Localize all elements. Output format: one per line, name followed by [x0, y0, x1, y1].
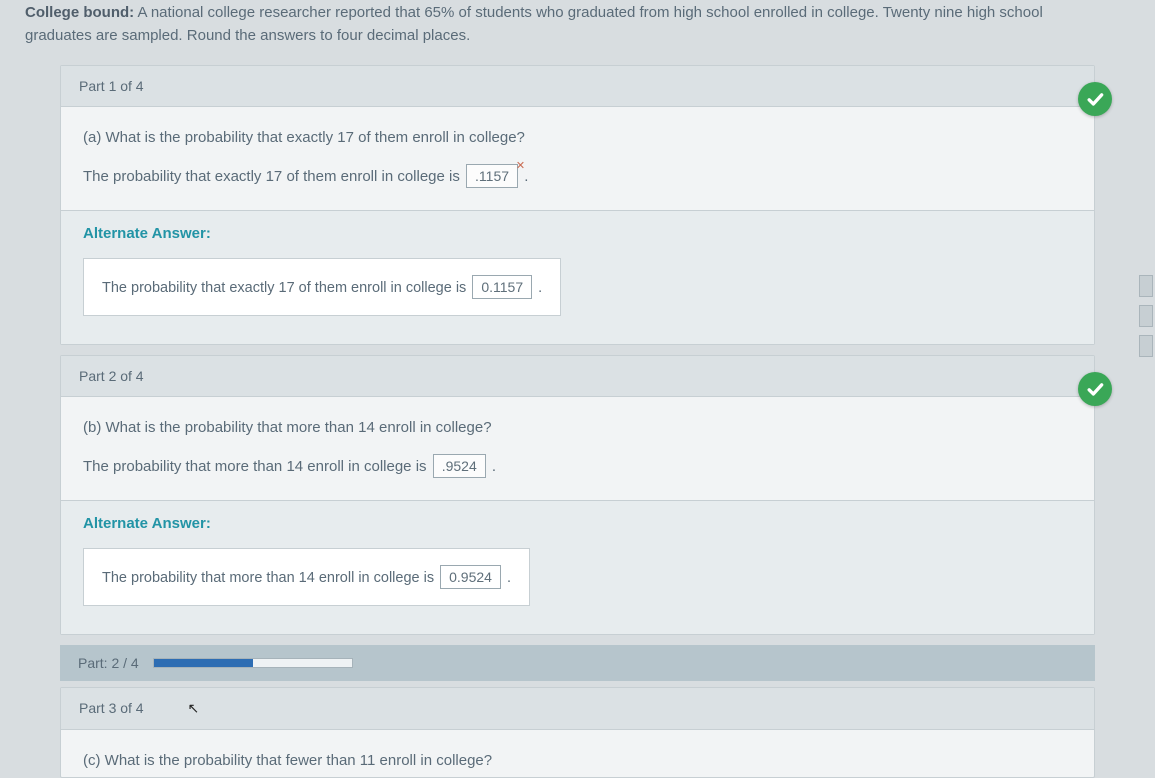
- part-1-question: (a) What is the probability that exactly…: [83, 129, 1072, 146]
- progress-track: [153, 658, 353, 668]
- part-1-alt-after: .: [538, 280, 542, 296]
- part-2-alt-answer: The probability that more than 14 enroll…: [83, 548, 530, 606]
- part-2-alt-value: 0.9524: [440, 565, 501, 589]
- cursor-icon: ↖: [187, 700, 199, 716]
- part-2-alt-before: The probability that more than 14 enroll…: [102, 570, 438, 586]
- part-1-alternate: Alternate Answer: The probability that e…: [61, 210, 1094, 344]
- part-2-answer-before: The probability that more than 14 enroll…: [83, 458, 431, 475]
- part-1-alt-value: 0.1157: [472, 275, 532, 299]
- clear-icon[interactable]: ✕: [516, 159, 525, 172]
- problem-header-lead: College bound:: [25, 4, 134, 21]
- part-2-answer-box[interactable]: .9524: [433, 454, 486, 478]
- side-toolbar: [1139, 275, 1153, 357]
- progress-fill: [154, 659, 253, 667]
- part-3-header: Part 3 of 4 ↖: [61, 688, 1094, 730]
- part-3-body: (c) What is the probability that fewer t…: [61, 730, 1094, 777]
- part-2-answer-line: The probability that more than 14 enroll…: [83, 454, 1072, 478]
- part-3-question: (c) What is the probability that fewer t…: [83, 752, 492, 769]
- side-icon[interactable]: [1139, 305, 1153, 327]
- part-2-alternate: Alternate Answer: The probability that m…: [61, 500, 1094, 634]
- progress-label: Part: 2 / 4: [78, 655, 139, 671]
- part-1-alt-before: The probability that exactly 17 of them …: [102, 280, 470, 296]
- part-1: Part 1 of 4 (a) What is the probability …: [60, 65, 1095, 345]
- part-1-header: Part 1 of 4: [61, 66, 1094, 107]
- problem-header: College bound: A national college resear…: [20, 0, 1135, 65]
- side-icon[interactable]: [1139, 275, 1153, 297]
- part-2-answer-after: .: [492, 458, 496, 475]
- part-2-alt-after: .: [507, 570, 511, 586]
- progress-row: Part: 2 / 4: [60, 645, 1095, 681]
- part-2-alt-header: Alternate Answer:: [61, 501, 1094, 542]
- part-2-body: (b) What is the probability that more th…: [61, 397, 1094, 500]
- part-2-question: (b) What is the probability that more th…: [83, 419, 1072, 436]
- part-1-alt-answer: The probability that exactly 17 of them …: [83, 258, 561, 316]
- problem-header-text: A national college researcher reported t…: [25, 4, 1043, 44]
- part-1-body: (a) What is the probability that exactly…: [61, 107, 1094, 210]
- part-1-alt-header: Alternate Answer:: [61, 211, 1094, 252]
- part-1-answer-line: The probability that exactly 17 of them …: [83, 164, 1072, 188]
- part-2: Part 2 of 4 (b) What is the probability …: [60, 355, 1095, 635]
- part-1-answer-box[interactable]: .1157: [466, 164, 518, 188]
- part-2-header: Part 2 of 4: [61, 356, 1094, 397]
- part-3-header-text: Part 3 of 4: [79, 700, 144, 716]
- side-icon[interactable]: [1139, 335, 1153, 357]
- part-3: Part 3 of 4 ↖ (c) What is the probabilit…: [60, 687, 1095, 778]
- part-1-answer-before: The probability that exactly 17 of them …: [83, 168, 464, 185]
